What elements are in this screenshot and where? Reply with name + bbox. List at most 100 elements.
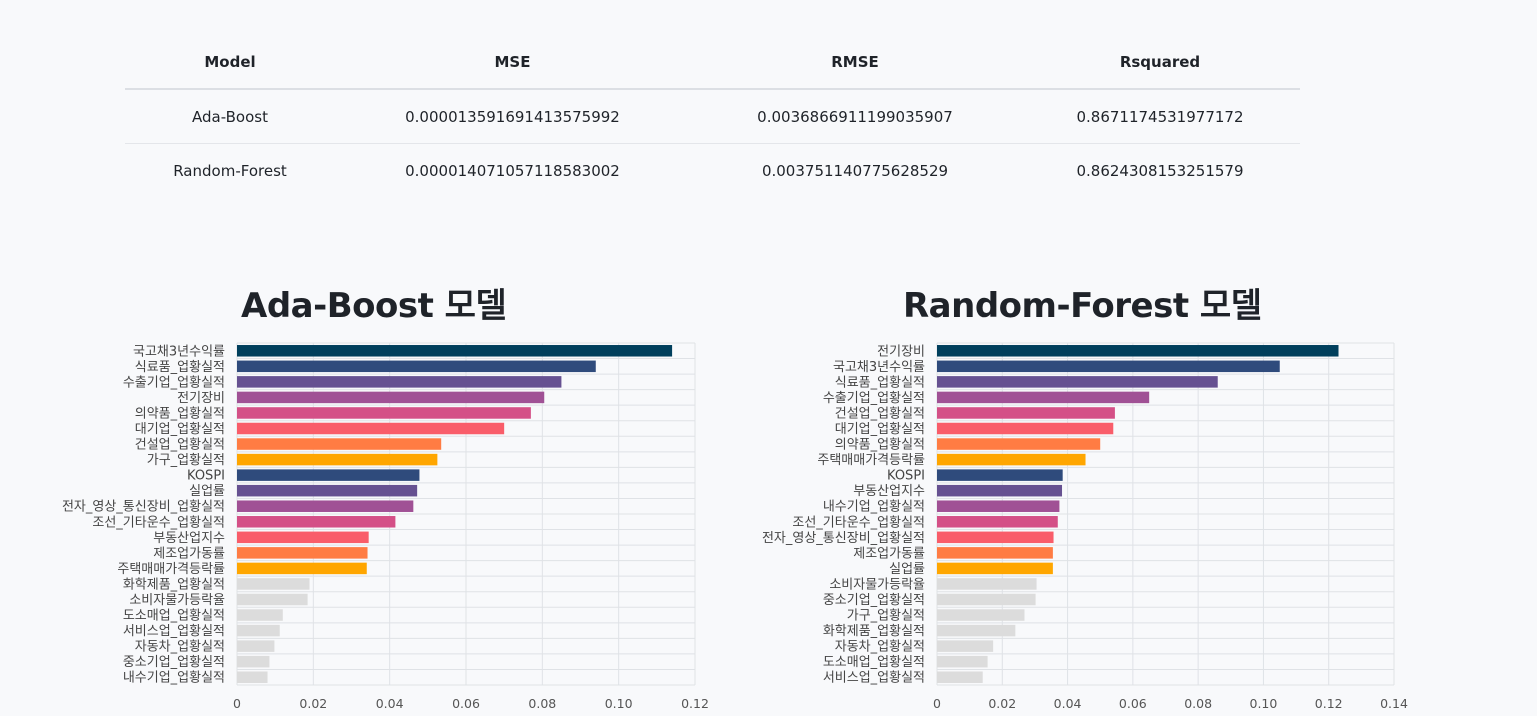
random-forest-bar (937, 453, 1086, 466)
random-forest-bar (937, 671, 983, 683)
random-forest-category-label: 자동차_업황실적 (835, 640, 925, 655)
ada-boost-bar (237, 484, 418, 497)
random-forest-category-label: 서비스업_업황실적 (823, 671, 925, 686)
ada-boost-bar (237, 391, 545, 404)
random-forest-category-label: 소비자물가등락율 (829, 577, 925, 592)
random-forest-category-label: 전기장비 (877, 344, 925, 359)
random-forest-category-label: 의약품_업황실적 (835, 438, 925, 453)
random-forest-bar (937, 531, 1054, 544)
random-forest-bar (937, 500, 1060, 512)
random-forest-x-tick-label: 0.02 (988, 696, 1016, 711)
ada-boost-category-label: 가구_업황실적 (147, 453, 225, 468)
random-forest-x-tick-label: 0.04 (1054, 696, 1082, 711)
ada-boost-category-label: 수출기업_업황실적 (123, 375, 225, 390)
random-forest-category-label: KOSPI (887, 469, 925, 484)
ada-boost-x-tick-label: 0.06 (452, 696, 480, 711)
random-forest-category-label: 식료품_업황실적 (835, 375, 925, 390)
ada-boost-category-label: KOSPI (187, 469, 225, 484)
ada-boost-category-label: 주택매매가격등락률 (117, 562, 225, 577)
ada-boost-category-label: 전자_영상_통신장비_업황실적 (62, 500, 225, 515)
ada-boost-bar (237, 360, 596, 373)
ada-boost-x-tick-label: 0.10 (605, 696, 633, 711)
ada-boost-category-label: 실업률 (189, 484, 225, 499)
cell-model: Random-Forest (173, 161, 287, 180)
ada-boost-bar (237, 345, 673, 357)
ada-boost-bar (237, 453, 438, 466)
cell-model: Ada-Boost (125, 89, 335, 144)
random-forest-feature-importance-chart: 전기장비국고채3년수익률식료품_업황실적수출기업_업황실적건설업_업황실적대기업… (762, 342, 1408, 711)
ada-boost-category-label: 소비자물가등락율 (129, 593, 225, 608)
random-forest-bar (937, 422, 1114, 435)
random-forest-category-label: 주택매매가격등락률 (817, 453, 925, 468)
cell-rmse: 0.0036866911199035907 (690, 89, 1020, 144)
random-forest-category-label: 화학제품_업황실적 (823, 624, 925, 639)
random-forest-bar (937, 562, 1053, 575)
header-mse: MSE (335, 36, 690, 90)
ada-boost-x-tick-label: 0.02 (299, 696, 327, 711)
table-row: Random-Forest 0.000014071057118583002 0.… (125, 144, 1300, 198)
random-forest-bar (937, 624, 1016, 637)
random-forest-bar (937, 578, 1037, 590)
random-forest-bar (937, 438, 1101, 450)
random-forest-category-label: 도소매업_업황실적 (823, 655, 925, 670)
cell-mse: 0.000013591691413575992 (335, 89, 690, 144)
ada-boost-bar (237, 438, 442, 450)
ada-boost-category-label: 제조업가동률 (153, 546, 225, 561)
ada-boost-bar (237, 422, 505, 435)
ada-boost-bar (237, 578, 310, 590)
random-forest-bar (937, 640, 994, 652)
random-forest-x-tick-label: 0 (933, 696, 941, 711)
random-forest-category-label: 조선_기타운수_업황실적 (792, 515, 925, 530)
random-forest-chart-title: Random-Forest 모델 (903, 286, 1262, 326)
ada-boost-bar (237, 640, 275, 652)
random-forest-x-tick-label: 0.12 (1315, 696, 1343, 711)
table-header-row: Model MSE RMSE Rsquared (125, 36, 1300, 90)
table-row: Ada-Boost 0.000013591691413575992 0.0036… (125, 89, 1300, 144)
ada-boost-category-label: 전기장비 (177, 391, 225, 406)
random-forest-category-label: 중소기업_업황실적 (823, 593, 925, 608)
random-forest-category-label: 전자_영상_통신장비_업황실적 (762, 531, 925, 546)
header-model: Model (125, 36, 335, 90)
cell-rmse: 0.003751140775628529 (761, 161, 949, 180)
random-forest-bar (937, 407, 1115, 419)
ada-boost-category-label: 도소매업_업황실적 (123, 609, 225, 624)
random-forest-category-label: 대기업_업황실적 (835, 422, 925, 437)
random-forest-x-tick-label: 0.10 (1250, 696, 1278, 711)
random-forest-category-label: 건설업_업황실적 (835, 406, 925, 421)
ada-boost-x-tick-label: 0.12 (681, 696, 709, 711)
ada-boost-bar (237, 671, 268, 683)
ada-boost-category-label: 건설업_업황실적 (135, 438, 225, 453)
random-forest-bar (937, 593, 1036, 606)
random-forest-bar (937, 484, 1063, 497)
ada-boost-category-label: 서비스업_업황실적 (123, 624, 225, 639)
random-forest-x-tick-label: 0.06 (1119, 696, 1147, 711)
ada-boost-category-label: 의약품_업황실적 (135, 406, 225, 421)
random-forest-x-tick-label: 0.14 (1380, 696, 1408, 711)
random-forest-bar (937, 345, 1339, 357)
random-forest-category-label: 국고채3년수익률 (833, 360, 925, 375)
ada-boost-bar (237, 624, 280, 637)
random-forest-bar (937, 376, 1218, 388)
random-forest-x-tick-label: 0.08 (1184, 696, 1212, 711)
random-forest-bar (937, 469, 1063, 481)
ada-boost-bar (237, 500, 414, 512)
random-forest-bar (937, 391, 1150, 404)
cell-mse: 0.000014071057118583002 (405, 161, 620, 180)
ada-boost-bar (237, 562, 367, 575)
ada-boost-bar (237, 376, 562, 388)
random-forest-bar (937, 516, 1058, 528)
ada-boost-bar (237, 469, 420, 481)
random-forest-category-label: 내수기업_업황실적 (823, 500, 925, 515)
ada-boost-x-tick-label: 0.04 (376, 696, 404, 711)
ada-boost-category-label: 중소기업_업황실적 (123, 655, 225, 670)
ada-boost-x-tick-label: 0 (233, 696, 241, 711)
ada-boost-bar (237, 609, 283, 621)
cell-rsquared: 0.8671174531977172 (1020, 89, 1300, 144)
ada-boost-category-label: 조선_기타운수_업황실적 (92, 515, 225, 530)
ada-boost-category-label: 식료품_업황실적 (135, 360, 225, 375)
ada-boost-bar (237, 516, 396, 528)
ada-boost-feature-importance-chart: 국고채3년수익률식료품_업황실적수출기업_업황실적전기장비의약품_업황실적대기업… (62, 342, 709, 711)
ada-boost-category-label: 자동차_업황실적 (135, 640, 225, 655)
random-forest-bar (937, 609, 1025, 621)
